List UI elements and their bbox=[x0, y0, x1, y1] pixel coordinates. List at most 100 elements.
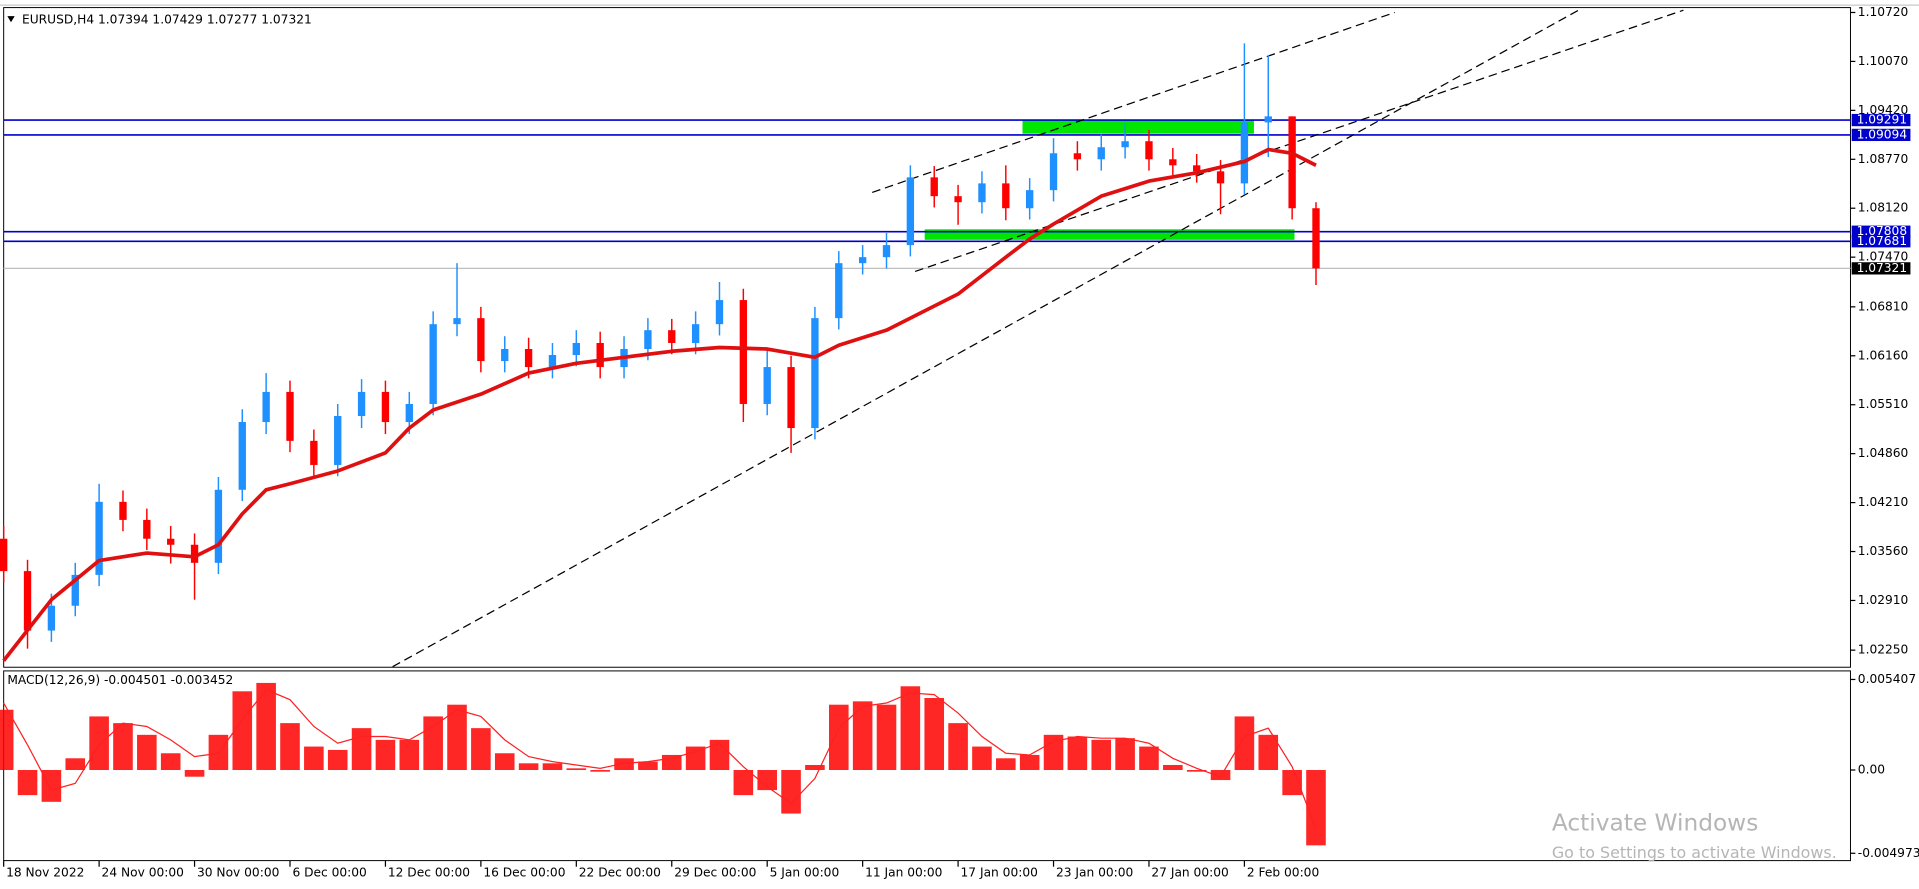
y-tick-label: 1.04860 bbox=[1858, 446, 1909, 460]
candle-body bbox=[167, 538, 175, 545]
macd-bar bbox=[375, 739, 396, 771]
x-tick-label: 11 Jan 00:00 bbox=[865, 865, 942, 879]
macd-bar bbox=[924, 698, 945, 771]
candle-body bbox=[1025, 190, 1034, 209]
macd-bar bbox=[518, 763, 539, 771]
last-price-box bbox=[1851, 262, 1911, 275]
candle-body bbox=[453, 318, 461, 325]
macd-bar bbox=[113, 723, 133, 771]
trendline bbox=[914, 9, 1684, 273]
candle-body bbox=[930, 177, 938, 197]
candle-body bbox=[1264, 116, 1272, 123]
candle-body bbox=[429, 324, 437, 404]
level-label-box bbox=[1851, 128, 1911, 142]
x-tick-label: 22 Dec 00:00 bbox=[579, 865, 661, 879]
y-tick-label: 1.10070 bbox=[1858, 54, 1909, 68]
candle-body bbox=[548, 355, 557, 368]
macd-bar bbox=[41, 770, 62, 802]
macd-bar bbox=[900, 686, 921, 771]
y-tick-label: 1.05510 bbox=[1858, 397, 1909, 411]
macd-bar bbox=[399, 739, 420, 771]
x-tick-label: 17 Jan 00:00 bbox=[961, 865, 1038, 879]
macd-bar bbox=[876, 704, 897, 771]
macd-bar bbox=[0, 709, 14, 771]
candle-body bbox=[310, 440, 318, 465]
last-price-label: 1.07321 bbox=[1857, 261, 1908, 275]
x-tick-label: 16 Dec 00:00 bbox=[483, 865, 565, 879]
candle-body bbox=[23, 571, 32, 631]
candle-body bbox=[334, 416, 342, 465]
x-tick-label: 30 Nov 00:00 bbox=[197, 865, 279, 879]
macd-bar bbox=[327, 749, 348, 771]
candle-body bbox=[1145, 141, 1153, 160]
macd-bar bbox=[996, 758, 1016, 771]
level-label: 1.07808 bbox=[1857, 224, 1908, 238]
candle-body bbox=[501, 349, 509, 362]
trendline bbox=[392, 9, 1579, 668]
x-tick-label: 6 Dec 00:00 bbox=[292, 865, 366, 879]
x-tick-label: 27 Jan 00:00 bbox=[1151, 865, 1228, 879]
macd-bar bbox=[160, 753, 181, 771]
candle-body bbox=[978, 183, 986, 203]
y-tick-label: 1.09420 bbox=[1858, 103, 1909, 117]
macd-bar bbox=[542, 763, 563, 771]
y-tick-label: 1.06810 bbox=[1858, 299, 1909, 313]
candle-body bbox=[1121, 141, 1129, 148]
label-layer: 1.10720 1.10070 1.09420 1.08770 1.08120 1.074… bbox=[3, 5, 1919, 879]
macd-bar bbox=[1163, 764, 1183, 771]
macd-title: MACD(12,26,9) -0.004501 -0.003452 bbox=[7, 673, 233, 687]
menu-arrow[interactable] bbox=[7, 16, 15, 23]
candle-body bbox=[286, 391, 294, 441]
macd-bar bbox=[948, 723, 968, 771]
candle-body bbox=[477, 318, 485, 362]
macd-bar bbox=[661, 754, 682, 771]
x-tick-label: 2 Feb 00:00 bbox=[1247, 865, 1319, 879]
candle-body bbox=[405, 403, 413, 423]
candle-body bbox=[1049, 153, 1058, 191]
macd-bar bbox=[781, 770, 801, 814]
macd-bar bbox=[1139, 746, 1159, 771]
level-label: 1.07681 bbox=[1857, 234, 1908, 248]
chart-title: EURUSD,H4 1.07394 1.07429 1.07277 1.0732… bbox=[22, 12, 312, 26]
y-tick-label: 0.005407 bbox=[1858, 672, 1916, 686]
candle-body bbox=[691, 324, 700, 343]
watermark-subtitle: Go to Settings to activate Windows. bbox=[1552, 843, 1837, 862]
candle-body bbox=[190, 544, 199, 563]
macd-bar bbox=[805, 764, 825, 771]
candle-body bbox=[1002, 183, 1010, 209]
candle-body bbox=[1097, 147, 1105, 160]
candle-body bbox=[238, 422, 246, 490]
y-tick-label: 1.08120 bbox=[1858, 201, 1909, 215]
candle-body bbox=[858, 257, 867, 264]
price-layer bbox=[0, 9, 1851, 668]
candle-body bbox=[0, 538, 8, 572]
candle-body bbox=[1240, 122, 1249, 184]
y-tick-label: 1.03560 bbox=[1858, 544, 1909, 558]
candle-body bbox=[835, 263, 843, 319]
macd-bar bbox=[1306, 770, 1326, 846]
macd-bar bbox=[1234, 716, 1255, 771]
macd-bar bbox=[1019, 754, 1040, 771]
candle-body bbox=[1073, 153, 1082, 160]
x-tick-label: 24 Nov 00:00 bbox=[102, 865, 184, 879]
macd-bar bbox=[447, 704, 467, 771]
macd-bar bbox=[351, 728, 372, 771]
macd-bar bbox=[590, 770, 610, 772]
y-tick-label: 1.08770 bbox=[1858, 152, 1909, 166]
level-label-box bbox=[1851, 235, 1911, 248]
candle-body bbox=[95, 501, 103, 575]
macd-bar bbox=[17, 770, 38, 796]
macd-bar bbox=[471, 728, 491, 771]
candle-body bbox=[882, 245, 891, 258]
candle-body bbox=[668, 330, 676, 343]
macd-bar bbox=[685, 746, 706, 771]
macd-bar bbox=[1067, 736, 1088, 771]
candle-body bbox=[1312, 208, 1320, 269]
y-tick-label: 1.02250 bbox=[1858, 643, 1909, 657]
candle-body bbox=[71, 574, 79, 606]
candle-body bbox=[1193, 165, 1201, 172]
y-tick-label: 1.10720 bbox=[1858, 5, 1909, 19]
x-tick-label: 12 Dec 00:00 bbox=[388, 865, 470, 879]
macd-bar bbox=[733, 770, 754, 796]
